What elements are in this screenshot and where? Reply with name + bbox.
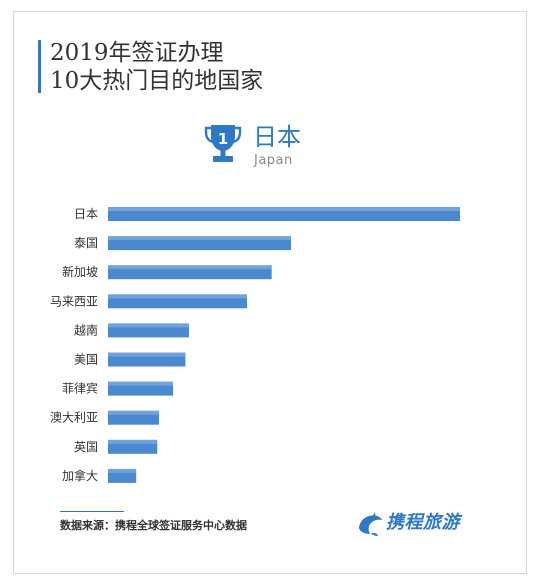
bar-highlight: [108, 468, 137, 473]
bar: [108, 439, 158, 454]
category-label: 菲律宾: [62, 381, 98, 396]
bar: [108, 352, 186, 367]
poster-frame: [13, 11, 527, 574]
bar: [108, 236, 292, 251]
category-label: 澳大利亚: [50, 411, 98, 425]
category-label: 越南: [74, 322, 98, 337]
bar-highlight: [108, 265, 272, 270]
title-accent-bar: [38, 40, 41, 93]
category-label: 马来西亚: [50, 294, 98, 308]
category-label: 泰国: [74, 236, 98, 250]
top-destination-english-name: Japan: [254, 153, 293, 168]
bar: [108, 207, 460, 221]
category-label: 新加坡: [62, 264, 98, 279]
page-title-line-1: 2019年签证办理: [50, 40, 224, 66]
bar: [108, 468, 137, 483]
page-title-line-2: 10大热门目的地国家: [50, 68, 264, 94]
dolphin-logo-icon: [359, 512, 382, 536]
bar: [108, 381, 174, 396]
trophy-rank-number: 1: [218, 130, 228, 148]
category-label: 英国: [74, 440, 98, 454]
bar: [108, 294, 248, 309]
brand-name: 携程旅游: [386, 512, 460, 533]
bar-highlight: [108, 352, 186, 357]
bar-highlight: [108, 236, 292, 241]
bar-highlight: [108, 410, 160, 415]
bar-highlight: [108, 323, 189, 328]
category-label: 美国: [74, 353, 98, 367]
bar: [108, 410, 160, 425]
bar: [108, 323, 189, 338]
top-destination-banner: 1 日本 Japan: [204, 121, 354, 179]
category-label: 日本: [74, 207, 98, 221]
bar-highlight: [108, 381, 174, 386]
data-source-note: 数据来源：携程全球签证服务中心数据: [60, 519, 247, 532]
trophy-icon: 1: [204, 125, 242, 162]
bar: [108, 265, 272, 280]
footer-divider: [60, 511, 124, 512]
bar-highlight: [108, 439, 158, 444]
top-destination-name: 日本: [253, 123, 301, 151]
category-label: 加拿大: [62, 468, 98, 483]
bar-highlight: [108, 294, 248, 299]
brand-logo: 携程旅游: [356, 510, 496, 538]
bar-highlight: [108, 207, 460, 211]
